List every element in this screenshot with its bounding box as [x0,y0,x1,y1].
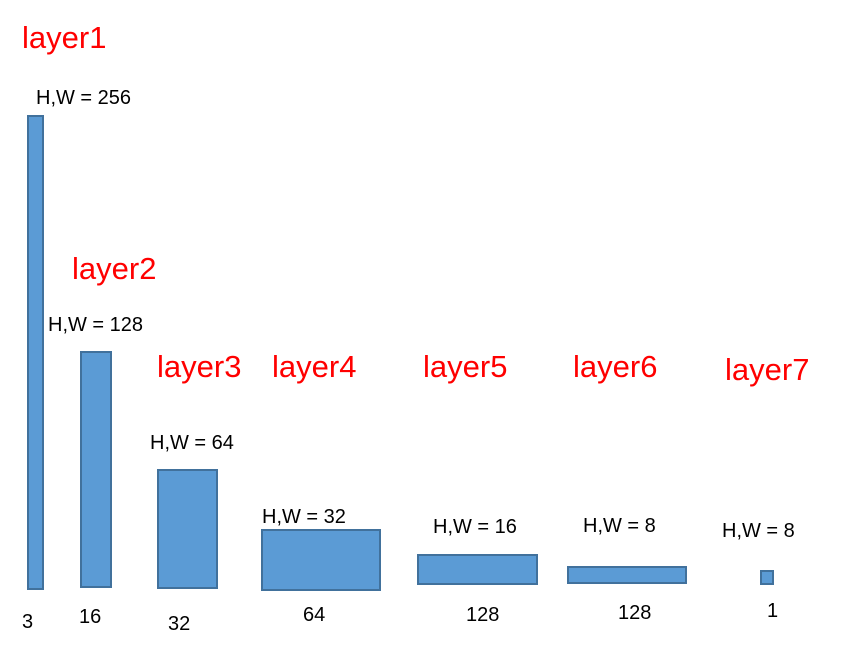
layer5-block [417,554,538,585]
layer7-title: layer7 [725,352,810,387]
layer4-block [261,529,381,591]
layer6-title: layer6 [573,349,658,384]
layer3-channels: 32 [168,613,191,635]
layer7-size-label: H,W = 8 [722,520,795,542]
layer2-channels: 16 [79,606,102,628]
layer5-channels: 128 [466,604,500,626]
layer5-size-label: H,W = 16 [433,516,517,538]
layer3-block [157,469,218,589]
layer2-title: layer2 [72,251,157,286]
layer4-channels: 64 [303,604,326,626]
layer5-title: layer5 [423,349,508,384]
layer1-size-label: H,W = 256 [36,87,132,109]
layer3-title: layer3 [157,349,242,384]
layer2-block [80,351,112,588]
layer7-channels: 1 [767,600,779,622]
layer6-channels: 128 [618,602,652,624]
layer1-title: layer1 [22,20,107,55]
layer6-size-label: H,W = 8 [583,515,656,537]
layer4-size-label: H,W = 32 [262,506,346,528]
layer6-block [567,566,687,584]
layer4-title: layer4 [272,349,357,384]
layer2-size-label: H,W = 128 [48,314,144,336]
layer7-block [760,570,774,585]
layer3-size-label: H,W = 64 [150,432,234,454]
layer1-channels: 3 [22,611,34,633]
layer1-block [27,115,44,590]
